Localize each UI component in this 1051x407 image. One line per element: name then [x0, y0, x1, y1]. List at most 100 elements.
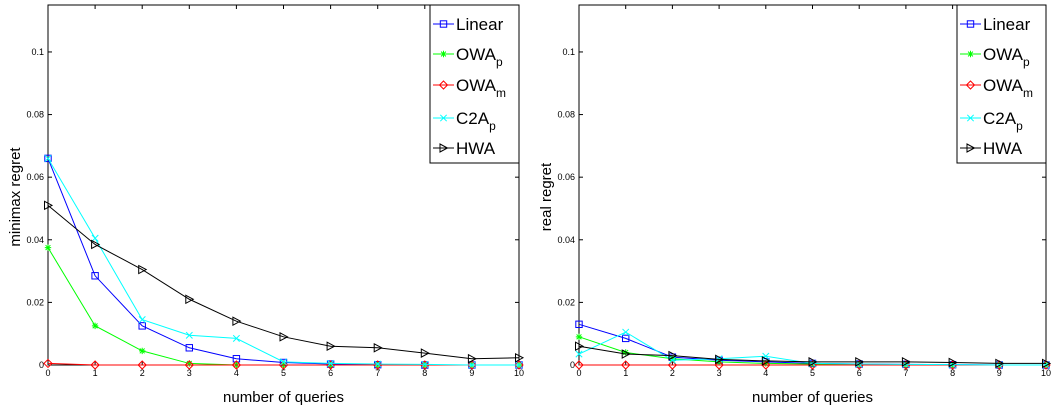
- data-point: [668, 350, 678, 361]
- data-point: [91, 322, 99, 330]
- x-tick-label: 8: [422, 368, 427, 378]
- x-tick-label: 3: [187, 368, 192, 378]
- legend-label: C2Ap: [983, 109, 1023, 133]
- y-tick-label: 0.08: [26, 110, 44, 120]
- x-tick-label: 7: [903, 368, 908, 378]
- legend-label-name: Linear: [983, 15, 1031, 34]
- x-tick-label: 0: [45, 368, 50, 378]
- x-tick-label: 4: [763, 368, 768, 378]
- data-point: [91, 234, 99, 242]
- data-point: [139, 347, 146, 355]
- y-tick-label: 0.06: [26, 172, 44, 182]
- data-point: [326, 341, 336, 352]
- legend-label: OWAm: [456, 76, 506, 100]
- data-point: [761, 356, 771, 366]
- legend-label: OWAm: [983, 76, 1033, 100]
- legend-swatch-marker: [438, 80, 449, 90]
- data-point: [622, 328, 630, 336]
- data-point: [44, 154, 52, 162]
- legend-swatch-marker: [966, 20, 975, 28]
- data-point: [948, 357, 958, 368]
- y-tick-label: 0: [39, 360, 44, 370]
- x-tick-label: 6: [328, 368, 333, 378]
- legend-swatch-marker: [439, 20, 448, 28]
- legend-item: Linear: [960, 15, 1031, 34]
- x-tick-label: 3: [717, 368, 722, 378]
- data-point: [575, 350, 583, 358]
- data-point: [668, 356, 676, 364]
- y-tick-label: 0.02: [26, 297, 44, 307]
- data-point: [185, 344, 194, 352]
- x-tick-label: 6: [857, 368, 862, 378]
- legend-label-name: C2A: [456, 109, 490, 128]
- data-point: [90, 360, 100, 370]
- data-point: [620, 360, 631, 370]
- legend-item: HWA: [960, 139, 1023, 158]
- x-axis-label: number of queries: [752, 389, 873, 406]
- legend-swatch-marker: [967, 50, 974, 58]
- legend-item: C2Ap: [960, 109, 1023, 133]
- data-point: [467, 360, 477, 370]
- data-point: [43, 358, 53, 369]
- legend-label-subscript: p: [496, 55, 503, 69]
- data-point: [232, 316, 242, 327]
- data-point: [669, 355, 676, 362]
- legend-swatch-marker: [965, 80, 976, 90]
- x-axis-label: number of queries: [223, 389, 344, 406]
- data-point: [278, 360, 289, 370]
- y-tick-label: 0.1: [31, 47, 44, 57]
- data-point: [515, 352, 525, 363]
- data-point: [279, 331, 289, 342]
- legend-label-name: C2A: [983, 109, 1017, 128]
- data-point: [901, 360, 911, 370]
- data-point: [574, 360, 584, 370]
- legend-label-name: HWA: [456, 139, 496, 158]
- x-tick-label: 9: [997, 368, 1002, 378]
- legend-label-name: OWA: [983, 76, 1024, 95]
- data-point: [995, 358, 1005, 369]
- data-point: [575, 333, 583, 341]
- right-panel-real-regret: 0 1 2 3 4 5 6 7 8 9 10 0 0.02 0.04 0.06 0.08 0.1 number o…: [538, 4, 1051, 406]
- y-tick-label: 0.04: [26, 235, 44, 245]
- data-point: [467, 353, 477, 364]
- legend-swatch-marker: [966, 143, 976, 153]
- legend-label-name: OWA: [456, 76, 497, 95]
- data-point: [138, 322, 146, 330]
- legend-label-subscript: p: [1016, 119, 1023, 133]
- legend-label: HWA: [456, 139, 496, 158]
- data-point: [44, 244, 52, 251]
- data-point: [714, 360, 724, 370]
- x-tick-label: 10: [514, 368, 524, 378]
- data-point: [514, 360, 524, 370]
- data-point: [327, 359, 335, 367]
- x-tick-label: 2: [670, 368, 675, 378]
- legend-item: OWAp: [960, 45, 1030, 69]
- data-point: [137, 360, 147, 370]
- y-tick-label: 0.1: [562, 47, 575, 57]
- data-point: [420, 348, 430, 358]
- series-hwa: [575, 341, 1051, 369]
- data-point: [855, 357, 865, 367]
- legend-label: Linear: [456, 15, 504, 34]
- data-point: [622, 334, 630, 343]
- y-tick-label: 0.02: [557, 297, 575, 307]
- legend-label-name: OWA: [983, 45, 1024, 64]
- legend-swatch-marker: [440, 50, 447, 58]
- x-tick-label: 5: [281, 368, 286, 378]
- data-point: [44, 200, 54, 211]
- data-point: [185, 294, 195, 305]
- legend-label-name: HWA: [983, 139, 1023, 158]
- x-tick-label: 1: [93, 368, 98, 378]
- data-point: [373, 342, 383, 353]
- x-tick-label: 4: [234, 368, 239, 378]
- data-point: [515, 361, 523, 369]
- legend-label-name: OWA: [456, 45, 497, 64]
- legend-label: OWAp: [983, 45, 1030, 69]
- series-c2a-p: [44, 154, 523, 369]
- data-point: [761, 360, 771, 370]
- series-line: [47, 204, 520, 360]
- legend-item: C2Ap: [433, 109, 496, 133]
- data-point: [421, 360, 429, 368]
- data-point: [420, 360, 430, 370]
